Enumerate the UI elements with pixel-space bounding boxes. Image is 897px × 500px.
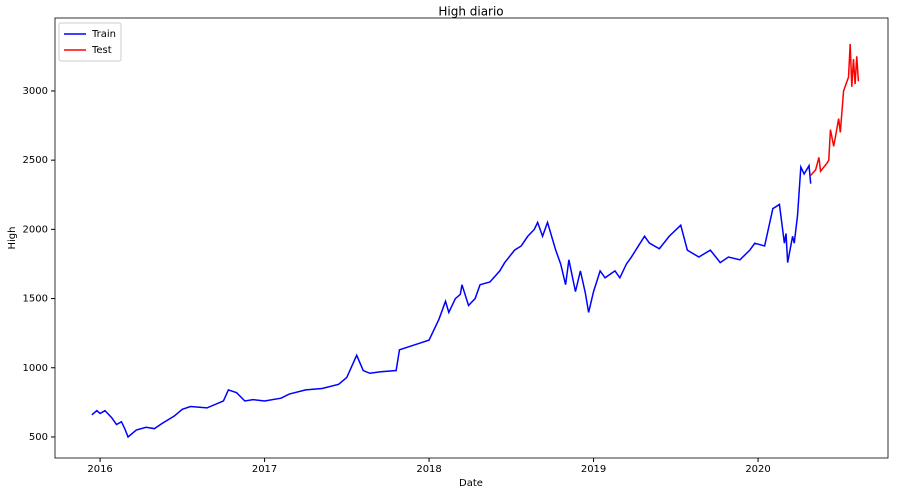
x-tick-label: 2017 xyxy=(252,464,277,475)
x-tick-label: 2020 xyxy=(745,464,770,475)
y-tick-label: 3000 xyxy=(23,86,48,97)
x-tick-label: 2018 xyxy=(416,464,441,475)
legend-box xyxy=(58,22,122,62)
plot-frame xyxy=(54,17,889,459)
data-line xyxy=(91,163,812,439)
legend-label: Train xyxy=(91,29,116,40)
y-tick-label: 2500 xyxy=(23,155,48,166)
y-axis-label: High xyxy=(7,227,18,250)
legend-label: Test xyxy=(91,45,112,56)
data-line xyxy=(810,43,860,176)
x-tick-label: 2019 xyxy=(581,464,606,475)
y-tick-label: 2000 xyxy=(23,224,48,235)
chart-title: High diario xyxy=(438,5,503,19)
y-tick-label: 1500 xyxy=(23,294,48,305)
y-tick-label: 1000 xyxy=(23,363,48,374)
x-axis-label: Date xyxy=(459,478,483,489)
y-tick-label: 500 xyxy=(29,432,48,443)
x-tick-label: 2016 xyxy=(87,464,112,475)
